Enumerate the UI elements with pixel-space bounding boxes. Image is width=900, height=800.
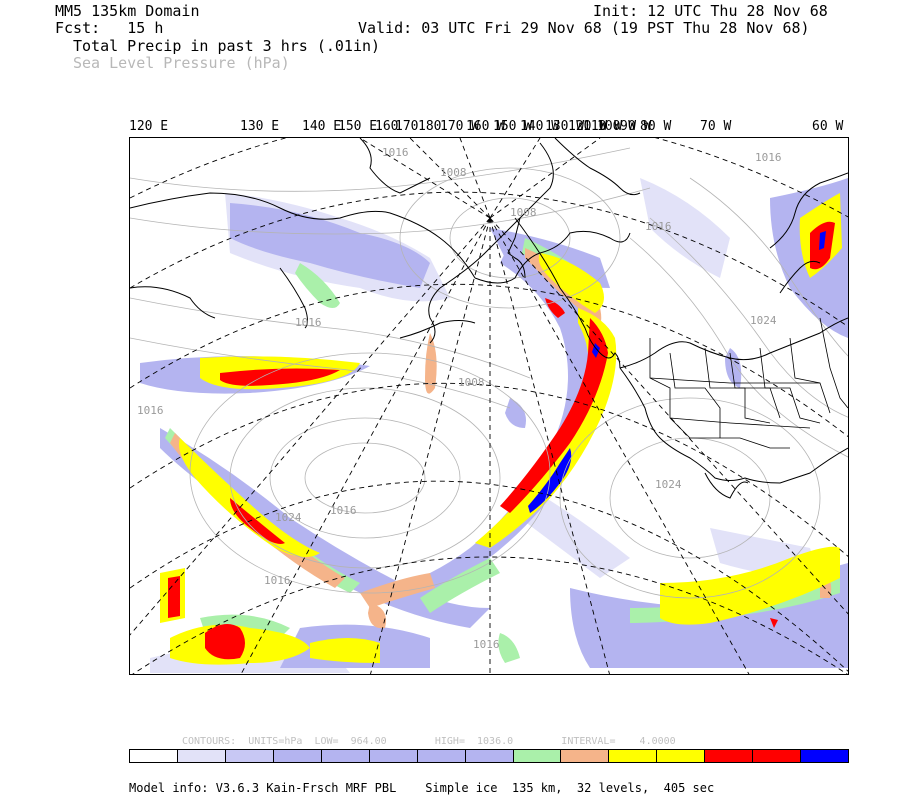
isobar-label: 1016 xyxy=(295,316,322,329)
lon-label: 80 W xyxy=(640,119,672,134)
colorbar-cell xyxy=(753,750,802,762)
isobar-label: 1024 xyxy=(275,511,302,524)
colorbar-cell xyxy=(321,750,370,762)
precip-colorbar xyxy=(129,749,849,763)
colorbar-cell xyxy=(705,750,754,762)
lat-lon-grid xyxy=(130,138,848,674)
lon-label: 90 W xyxy=(620,119,652,134)
isobar-label: 1016 xyxy=(645,220,672,233)
valid-time: Valid: 03 UTC Fri 29 Nov 68 (19 PST Thu … xyxy=(358,19,810,37)
colorbar-cell xyxy=(465,750,514,762)
lon-label: 60 W xyxy=(812,119,844,134)
colorbar-cell xyxy=(273,750,322,762)
lon-label: 170 W xyxy=(440,119,480,134)
lon-label: 180 xyxy=(418,119,442,134)
init-time: Init: 12 UTC Thu 28 Nov 68 xyxy=(593,2,828,20)
lon-label: 100 W xyxy=(597,119,637,134)
colorbar-cell xyxy=(657,750,706,762)
field-slp-title: Sea Level Pressure (hPa) xyxy=(73,54,290,72)
colorbar-cell xyxy=(801,750,849,762)
model-info: Model info: V3.6.3 Kain-Frsch MRF PBL Si… xyxy=(129,781,715,795)
isobars xyxy=(130,147,848,599)
isobar-label: 1008 xyxy=(440,166,467,179)
isobar-label: 1008 xyxy=(510,206,537,219)
colorbar-cell xyxy=(417,750,466,762)
lon-label: 130 W xyxy=(545,119,585,134)
isobar-label: 1024 xyxy=(750,314,777,327)
colorbar-cell xyxy=(513,750,562,762)
lon-label: 110 W xyxy=(583,119,623,134)
colorbar-cell xyxy=(177,750,226,762)
lon-label: 170 xyxy=(395,119,419,134)
isobar-label: 1024 xyxy=(655,478,682,491)
lon-label: 140 W xyxy=(520,119,560,134)
isobar-label: 1008 xyxy=(458,376,485,389)
isobar-label: 1016 xyxy=(330,504,357,517)
colorbar-cell xyxy=(369,750,418,762)
isobar-label: 1016 xyxy=(382,146,409,159)
isobar-label: 1016 xyxy=(755,151,782,164)
field-precip-title: Total Precip in past 3 hrs (.01in) xyxy=(73,37,381,55)
lon-label: 150 W xyxy=(493,119,533,134)
colorbar-cell xyxy=(225,750,274,762)
colorbar-cell xyxy=(561,750,610,762)
map-panel: 1016 1008 1008 1016 1016 1008 1016 1016 … xyxy=(129,137,849,675)
lon-label: 130 E xyxy=(240,119,280,134)
contour-info: CONTOURS: UNITS=hPa LOW= 964.00 HIGH= 10… xyxy=(182,736,676,747)
domain-title: MM5 135km Domain xyxy=(55,2,200,20)
isobar-labels: 1016 1008 1008 1016 1016 1008 1016 1016 … xyxy=(137,146,782,651)
lon-label: 70 W xyxy=(700,119,732,134)
isobar-label: 1016 xyxy=(473,638,500,651)
lon-label: 120 W xyxy=(568,119,608,134)
isobar-label: 1016 xyxy=(137,404,164,417)
lon-label: 120 E xyxy=(129,119,169,134)
colorbar-cell xyxy=(130,750,178,762)
lon-label: 150 E xyxy=(338,119,378,134)
map-svg: 1016 1008 1008 1016 1016 1008 1016 1016 … xyxy=(130,138,848,674)
lon-label: 160 W xyxy=(466,119,506,134)
colorbar-cell xyxy=(609,750,658,762)
state-borders xyxy=(649,317,848,449)
isobar-label: 1016 xyxy=(264,574,291,587)
forecast-hour: Fcst: 15 h xyxy=(55,19,164,37)
lon-label: 160 xyxy=(375,119,399,134)
coastlines xyxy=(130,138,848,499)
lon-label: 140 E xyxy=(302,119,342,134)
